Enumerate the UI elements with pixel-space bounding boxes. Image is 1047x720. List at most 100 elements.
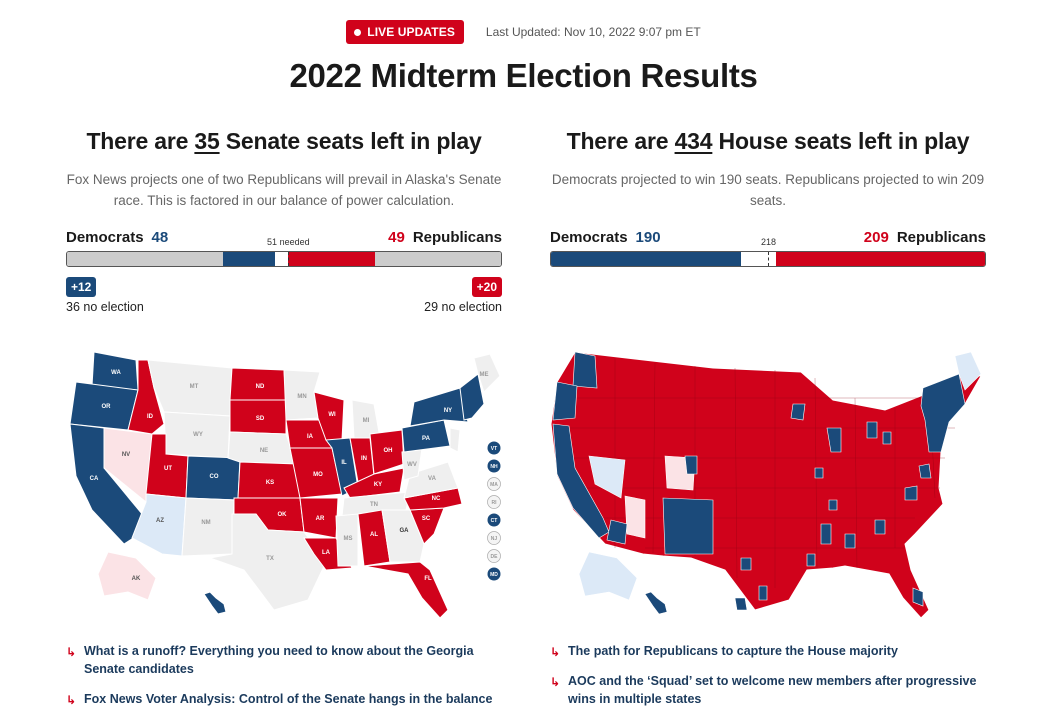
page-header: LIVE UPDATES Last Updated: Nov 10, 2022 … (0, 20, 1047, 95)
arrow-return-icon: ↳ (66, 693, 77, 707)
house-dem-mo[interactable] (814, 467, 824, 479)
label-nc: NC (432, 496, 441, 502)
house-rep-won-segment (776, 252, 985, 266)
label-mi: MI (363, 418, 370, 424)
house-dem-total: Democrats 190 (550, 229, 661, 246)
house-dem-il[interactable] (826, 427, 842, 453)
house-lean-me[interactable] (954, 351, 982, 391)
house-dem-northeast[interactable] (920, 373, 966, 453)
circle-ri-label: RI (492, 500, 498, 506)
senate-bop-labels: Democrats 48 51 needed 49 Republicans (66, 229, 502, 251)
house-dem-ga[interactable] (874, 519, 886, 535)
page-title: 2022 Midterm Election Results (289, 57, 758, 94)
state-ny[interactable] (409, 387, 469, 427)
label-sd: SD (256, 416, 265, 422)
house-dem-or[interactable] (552, 381, 578, 421)
state-tx[interactable] (208, 513, 327, 611)
circle-nh[interactable] (487, 459, 501, 473)
state-va[interactable] (403, 461, 459, 499)
live-updates-badge[interactable]: LIVE UPDATES (346, 20, 464, 44)
label-ms: MS (344, 536, 353, 542)
circle-de-label: DE (491, 554, 499, 560)
circle-md[interactable] (487, 567, 501, 581)
label-wa: WA (111, 370, 121, 376)
house-link-path[interactable]: ↳ The path for Republicans to capture th… (550, 642, 990, 660)
house-dem-tx3[interactable] (734, 597, 748, 611)
circle-ct-label: CT (491, 518, 498, 524)
senate-seats-count[interactable]: 35 (194, 128, 220, 154)
state-ak[interactable] (97, 551, 157, 601)
label-ks: KS (266, 480, 274, 486)
state-hi[interactable] (203, 591, 227, 615)
house-dem-mn[interactable] (790, 403, 806, 421)
circle-nj[interactable] (487, 531, 501, 545)
house-lean-ak[interactable] (578, 551, 638, 601)
house-link-path-text[interactable]: The path for Republicans to capture the … (568, 644, 898, 658)
state-ky[interactable] (343, 467, 405, 499)
circle-ri[interactable] (487, 495, 501, 509)
house-dem-oh[interactable] (882, 431, 892, 445)
senate-dem-no-election-segment (67, 252, 224, 266)
state-az[interactable] (131, 493, 187, 557)
house-dem-tn[interactable] (828, 499, 838, 511)
senate-majority-line (288, 252, 290, 266)
circle-ma[interactable] (487, 477, 501, 491)
label-fl: FL (424, 576, 432, 582)
label-ky: KY (374, 482, 382, 488)
arrow-return-icon: ↳ (550, 675, 561, 689)
senate-dem-total: Democrats 48 (66, 229, 169, 246)
label-ca: CA (90, 476, 99, 482)
house-majority-line (768, 252, 770, 266)
live-label: LIVE UPDATES (367, 25, 455, 39)
label-mo: MO (313, 472, 323, 478)
house-dem-nc[interactable] (904, 485, 918, 501)
senate-rep-no-election: 29 no election (424, 300, 502, 314)
house-dem-mi[interactable] (866, 421, 878, 439)
house-dem-hi[interactable] (644, 591, 668, 615)
house-lean-az[interactable] (624, 495, 646, 539)
state-ga[interactable] (381, 509, 425, 563)
house-dem-won-segment (551, 252, 741, 266)
senate-link-runoff-text[interactable]: What is a runoff? Everything you need to… (84, 644, 474, 676)
state-me[interactable] (473, 353, 501, 393)
house-panel: There are 434 House seats left in play D… (550, 128, 986, 267)
state-nm[interactable] (181, 497, 235, 557)
house-dem-az[interactable] (606, 519, 628, 545)
label-in: IN (361, 456, 367, 462)
house-rep-total: 209 Republicans (863, 229, 986, 246)
label-ny: NY (444, 408, 452, 414)
house-dem-tx2[interactable] (758, 585, 768, 601)
house-dem-la[interactable] (806, 553, 816, 567)
house-link-squad-text[interactable]: AOC and the ‘Squad’ set to welcome new m… (568, 674, 977, 706)
circle-de[interactable] (487, 549, 501, 563)
senate-title: There are 35 Senate seats left in play (86, 128, 482, 154)
label-ut: UT (164, 466, 172, 472)
label-oh: OH (384, 448, 393, 454)
state-fl[interactable] (363, 561, 449, 619)
state-nj[interactable] (449, 427, 461, 453)
circle-vt[interactable] (487, 441, 501, 455)
label-nv: NV (122, 452, 130, 458)
senate-link-runoff[interactable]: ↳ What is a runoff? Everything you need … (66, 642, 506, 678)
circle-ct[interactable] (487, 513, 501, 527)
senate-dem-won-segment (223, 252, 276, 266)
house-seats-count[interactable]: 434 (674, 128, 713, 154)
house-dem-co[interactable] (684, 455, 698, 475)
house-link-squad[interactable]: ↳ AOC and the ‘Squad’ set to welcome new… (550, 672, 990, 708)
house-dem-al[interactable] (844, 533, 856, 549)
house-dem-nm[interactable] (662, 497, 714, 555)
senate-link-voter-analysis[interactable]: ↳ Fox News Voter Analysis: Control of th… (66, 690, 506, 708)
state-new-england[interactable] (459, 373, 485, 421)
senate-links: ↳ What is a runoff? Everything you need … (66, 642, 506, 720)
house-dem-wa[interactable] (572, 351, 598, 389)
house-dem-va[interactable] (918, 463, 932, 479)
house-lean-nv[interactable] (588, 455, 626, 499)
senate-link-voter-analysis-text[interactable]: Fox News Voter Analysis: Control of the … (84, 692, 493, 706)
state-ms[interactable] (335, 513, 359, 567)
senate-dem-gain-badge: +12 (66, 277, 97, 297)
house-dem-fl[interactable] (912, 587, 924, 607)
house-map-svg (550, 351, 982, 619)
house-dem-tx[interactable] (740, 557, 752, 571)
house-dem-ms[interactable] (820, 523, 832, 545)
last-updated: Last Updated: Nov 10, 2022 9:07 pm ET (485, 25, 701, 39)
